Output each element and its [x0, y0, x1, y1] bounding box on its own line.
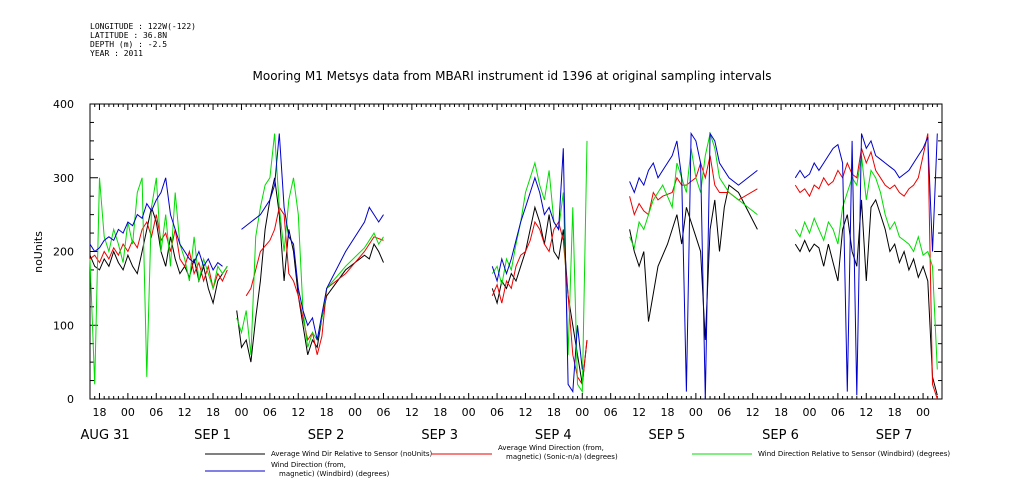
series-3-line [794, 155, 938, 370]
series-4-line [629, 131, 758, 400]
series-3-line [629, 131, 758, 250]
y-axis-label: noUnits [32, 231, 45, 273]
x-tick-label: 00 [802, 406, 816, 419]
x-tick-label: 06 [717, 406, 731, 419]
x-tick-label: 06 [376, 406, 390, 419]
x-tick-label: 00 [121, 406, 135, 419]
x-tick-label: 00 [689, 406, 703, 419]
y-tick-label: 300 [53, 172, 74, 185]
x-tick-label: 00 [462, 406, 476, 419]
x-day-label: SEP 4 [535, 428, 572, 443]
x-tick-label: 18 [92, 406, 106, 419]
series-2-line [491, 220, 588, 386]
x-tick-label: 00 [916, 406, 930, 419]
series-2-line [794, 133, 938, 400]
series-1-line [794, 198, 938, 396]
plot-frame [89, 103, 943, 400]
x-tick-label: 06 [831, 406, 845, 419]
series-2-line [245, 206, 384, 355]
header-year: YEAR : 2011 [90, 49, 143, 58]
x-tick-label: 18 [206, 406, 220, 419]
x-day-label: SEP 1 [194, 428, 231, 443]
x-tick-label: 06 [263, 406, 277, 419]
x-tick-label: 00 [234, 406, 248, 419]
series-3-line [491, 140, 588, 394]
x-tick-label: 00 [348, 406, 362, 419]
x-tick-label: 18 [547, 406, 561, 419]
x-day-label: SEP 5 [649, 428, 686, 443]
series-1-line [236, 177, 384, 363]
y-tick-label: 100 [53, 319, 74, 332]
series-1-line [629, 184, 758, 341]
series-2-line [89, 214, 228, 291]
x-tick-label: 18 [660, 406, 674, 419]
x-tick-label: 12 [632, 406, 646, 419]
series-4-line [241, 133, 384, 341]
y-tick-label: 400 [53, 98, 74, 111]
series-3-line [89, 177, 228, 385]
series-3-line [236, 133, 384, 355]
series-lines [89, 131, 938, 400]
x-tick-label: 18 [774, 406, 788, 419]
x-tick-label: 12 [518, 406, 532, 419]
x-tick-label: 12 [178, 406, 192, 419]
series-4-line [794, 133, 938, 396]
x-tick-label: 12 [405, 406, 419, 419]
series-1-line [491, 205, 588, 385]
x-day-label: AUG 31 [81, 428, 130, 443]
series-1-line [89, 205, 228, 306]
axis-ticks: 18 00 06 12 18 00 06 12 18 00 06 12 18 00 06 12 18 00 06 12… [53, 98, 943, 443]
series-4-line [89, 177, 223, 271]
legend-label-2: Average Wind Direction (from, magnetic) (… [498, 444, 618, 461]
y-tick-label: 200 [53, 246, 74, 259]
x-tick-label: 06 [149, 406, 163, 419]
header-longitude: LONGITUDE : 122W(-122) [90, 22, 196, 31]
header-depth: DEPTH (m) : -2.5 [90, 40, 168, 49]
chart-title: Mooring M1 Metsys data from MBARI instru… [253, 69, 772, 83]
x-tick-label: 12 [859, 406, 873, 419]
x-tick-label: 06 [604, 406, 618, 419]
y-tick-label: 0 [67, 393, 74, 406]
x-tick-label: 12 [746, 406, 760, 419]
header-latitude: LATITUDE : 36.8N [90, 31, 168, 40]
x-tick-label: 18 [320, 406, 334, 419]
legend: Average Wind Dir Relative to Sensor (noU… [205, 444, 950, 478]
legend-label-1: Average Wind Dir Relative to Sensor (noU… [271, 450, 432, 458]
x-tick-label: 00 [575, 406, 589, 419]
x-day-label: SEP 7 [876, 428, 913, 443]
legend-label-3: Wind Direction Relative to Sensor (Windb… [758, 450, 950, 458]
x-tick-label: 12 [291, 406, 305, 419]
x-tick-label: 18 [888, 406, 902, 419]
x-tick-label: 18 [433, 406, 447, 419]
legend-label-4: Wind Direction (from, magnetic) (Windbird… [271, 461, 390, 478]
series-4-line [491, 148, 583, 394]
x-day-label: SEP 3 [421, 428, 458, 443]
x-tick-label: 06 [490, 406, 504, 419]
x-day-label: SEP 2 [308, 428, 345, 443]
x-day-label: SEP 6 [762, 428, 799, 443]
